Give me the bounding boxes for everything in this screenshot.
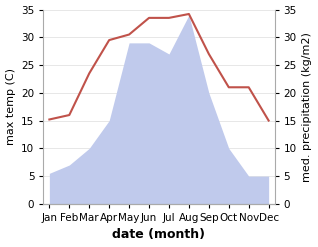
Y-axis label: med. precipitation (kg/m2): med. precipitation (kg/m2) (302, 32, 313, 182)
X-axis label: date (month): date (month) (113, 228, 205, 242)
Y-axis label: max temp (C): max temp (C) (5, 68, 16, 145)
